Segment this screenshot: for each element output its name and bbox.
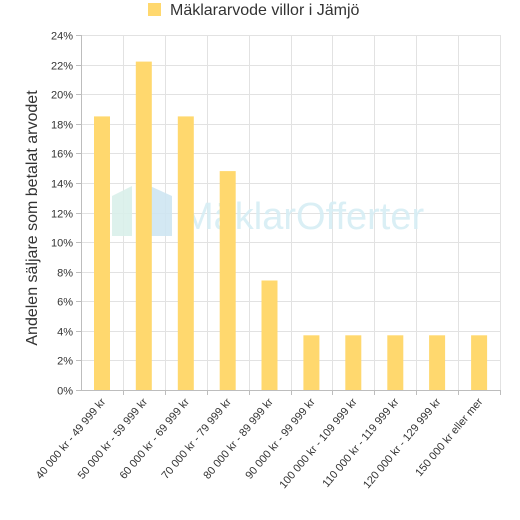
bars <box>94 61 488 391</box>
x-tick-label: 80 000 kr - 89 999 kr <box>201 396 276 482</box>
bar[interactable] <box>135 61 152 390</box>
bar[interactable] <box>177 116 194 391</box>
x-tick-label: 90 000 kr - 99 999 kr <box>243 396 318 482</box>
x-tick-label: 70 000 kr - 79 999 kr <box>160 396 235 482</box>
legend-swatch <box>148 3 161 16</box>
y-tick-label: 2% <box>57 356 73 368</box>
y-tick-label: 0% <box>57 386 73 398</box>
bar[interactable] <box>219 171 236 390</box>
y-tick-label: 18% <box>51 120 73 132</box>
legend[interactable]: Mäklararvode villor i Jämjö <box>148 2 359 19</box>
y-tick-label: 8% <box>57 268 73 280</box>
y-axis-label: Andelen säljare som betalat arvodet <box>24 90 41 346</box>
bar[interactable] <box>345 335 362 390</box>
bar[interactable] <box>261 280 278 391</box>
bar[interactable] <box>303 335 320 390</box>
y-tick-label: 14% <box>51 179 73 191</box>
legend-label: Mäklararvode villor i Jämjö <box>170 2 359 19</box>
x-tick-label: 110 000 kr - 119 999 kr <box>320 396 401 490</box>
y-tick-label: 12% <box>51 209 73 221</box>
y-tick-label: 24% <box>51 31 73 43</box>
x-tick-label: 100 000 kr - 109 999 kr <box>277 396 360 491</box>
x-axis <box>81 35 501 395</box>
x-tick-label: 40 000 kr - 49 999 kr <box>34 396 109 482</box>
y-tick-label: 10% <box>51 238 73 250</box>
x-tick-label: 60 000 kr - 69 999 kr <box>118 396 193 482</box>
bar[interactable] <box>429 335 446 390</box>
watermark-text: MäklarOfferter <box>182 196 424 238</box>
bar[interactable] <box>387 335 404 390</box>
y-tick-label: 20% <box>51 90 73 102</box>
x-tick-label: 120 000 kr - 129 999 kr <box>361 396 444 491</box>
y-axis-ticks: 0% 2% 4% 6% 8% 10% 12% 14% 16% 18% 20% 22% 24% <box>51 31 81 398</box>
y-tick-label: 16% <box>51 149 73 161</box>
y-tick-label: 4% <box>57 327 73 339</box>
x-tick-label: 50 000 kr - 59 999 kr <box>76 396 151 482</box>
y-tick-label: 22% <box>51 61 73 73</box>
bar[interactable] <box>94 116 110 391</box>
bar[interactable] <box>471 335 488 390</box>
y-tick-label: 6% <box>57 297 73 309</box>
watermark: MäklarOfferter <box>112 186 424 238</box>
house-logo-icon <box>112 186 172 236</box>
